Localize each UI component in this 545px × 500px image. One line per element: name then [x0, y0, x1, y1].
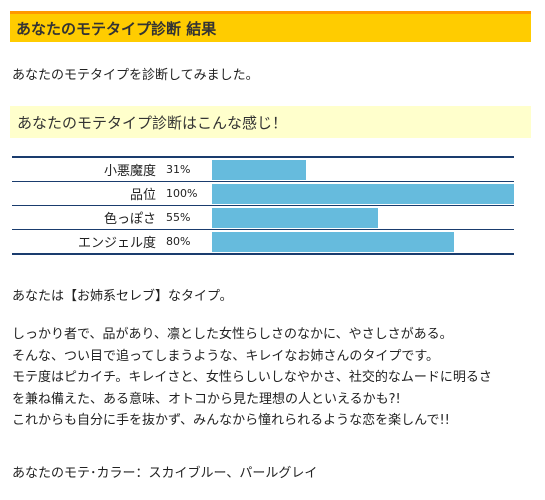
meter-bar	[212, 231, 454, 252]
meter-percent: 55%	[166, 211, 191, 224]
section-heading: あなたのモテタイプ診断はこんな感じ！	[17, 113, 288, 132]
meter-bar	[212, 183, 514, 204]
meter-percent: 100%	[166, 187, 198, 200]
description-line: を兼ね備えた、ある意味、オトコから見た理想の人といえるかも?!	[12, 391, 401, 407]
mote-color-text: あなたのモテ･カラー：スカイブルー、パールグレイ	[12, 466, 318, 481]
meter-track	[212, 207, 514, 228]
result-description: しっかり者で、品があり、凛とした女性らしさのなかに、やさしさがある。 そんな、つ…	[12, 324, 537, 432]
meter-row: 色っぽさ 55%	[12, 206, 514, 230]
intro-text: あなたのモテタイプを診断してみました。	[12, 68, 259, 83]
meter-bar	[212, 207, 379, 228]
section-heading-box: あなたのモテタイプ診断はこんな感じ！	[10, 106, 531, 138]
meter-track	[212, 231, 514, 252]
meter-track	[212, 159, 514, 180]
description-line: そんな、つい目で追ってしまうような、キレイなお姉さんのタイプです。	[12, 348, 440, 364]
result-type-text: あなたは【お姉系セレブ】なタイプ。	[12, 289, 233, 304]
meter-percent: 80%	[166, 235, 191, 248]
meter-row: 小悪魔度 31%	[12, 158, 514, 182]
meter-row: エンジェル度 80%	[12, 230, 514, 255]
meter-label: 色っぽさ	[103, 212, 156, 227]
description-line: これからも自分に手を抜かず、みんなから憧れられるような恋を楽しんで!!	[12, 413, 450, 428]
meter-label: 小悪魔度	[103, 164, 156, 179]
description-line: しっかり者で、品があり、凛とした女性らしさのなかに、やさしさがある。	[12, 327, 453, 342]
meter-table: 小悪魔度 31% 品位 100% 色っぽさ 55% エンジェル度 80%	[12, 156, 514, 255]
meter-bar	[212, 159, 306, 180]
meter-label: 品位	[129, 188, 156, 203]
meter-track	[212, 183, 514, 204]
page-title-bar: あなたのモテタイプ診断 結果	[10, 11, 531, 42]
meter-row: 品位 100%	[12, 182, 514, 206]
page-title: あなたのモテタイプ診断 結果	[16, 19, 217, 38]
meter-percent: 31%	[166, 163, 191, 176]
description-line: モテ度はピカイチ。キレイさと、女性らしいしなやかさ、社交的なムードに明るさ	[12, 370, 492, 385]
meter-label: エンジェル度	[77, 236, 156, 251]
